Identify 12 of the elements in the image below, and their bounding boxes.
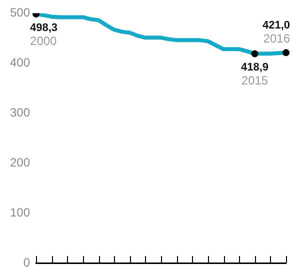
annotation: 2016: [263, 32, 290, 46]
data-label: 498,3: [30, 22, 58, 34]
annotation: 2000: [30, 34, 58, 48]
y-tick-label: 400: [10, 55, 30, 70]
annotation: 2015: [241, 74, 268, 88]
y-tick-label: 100: [10, 205, 30, 220]
data-label: 418,9: [240, 62, 269, 74]
y-tick-label: 200: [10, 155, 30, 170]
y-tick-label: 300: [10, 105, 30, 120]
y-tick-label: 500: [10, 6, 30, 20]
data-label: 421,0: [262, 20, 290, 32]
y-tick-label: 0: [23, 255, 30, 270]
